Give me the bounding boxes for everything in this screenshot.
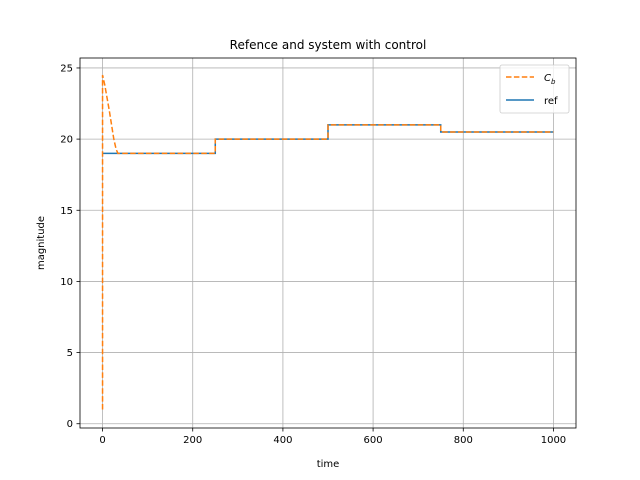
legend-box bbox=[499, 64, 570, 114]
series-layer bbox=[101, 74, 554, 410]
x-tick-label: 1000 bbox=[541, 435, 566, 446]
x-tick-label: 600 bbox=[364, 435, 383, 446]
x-tick-label: 400 bbox=[273, 435, 292, 446]
axis-ticks: 0 200 400 600 800 1000 0 5 10 15 20 25 bbox=[60, 63, 566, 446]
legend: Cb ref bbox=[499, 64, 570, 114]
x-axis-label: time bbox=[317, 459, 340, 470]
y-axis-label: magnitude bbox=[36, 216, 47, 270]
legend-label-cb: Cb bbox=[544, 73, 556, 86]
series-line-cb bbox=[101, 74, 554, 410]
y-tick-label: 25 bbox=[60, 63, 73, 74]
y-tick-label: 10 bbox=[60, 277, 73, 288]
plot-area-frame bbox=[79, 57, 577, 429]
chart-title: Refence and system with control bbox=[230, 38, 427, 52]
legend-label-ref: ref bbox=[544, 96, 558, 107]
y-tick-label: 5 bbox=[67, 348, 73, 359]
x-tick-label: 200 bbox=[183, 435, 202, 446]
y-tick-label: 0 bbox=[67, 419, 73, 430]
x-tick-label: 800 bbox=[454, 435, 473, 446]
y-tick-label: 20 bbox=[60, 135, 73, 146]
x-tick-label: 0 bbox=[99, 435, 105, 446]
y-tick-label: 15 bbox=[60, 206, 73, 217]
